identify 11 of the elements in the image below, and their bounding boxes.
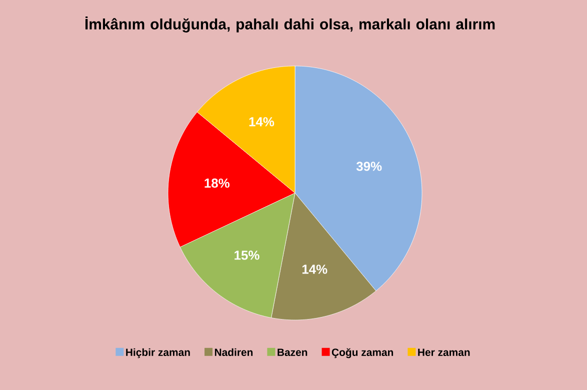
legend-label: Bazen [278, 348, 308, 356]
chart-title: İmkânım olduğunda, pahalı dahi olsa, markalı olanı alırım [85, 16, 495, 32]
legend-label: Hiçbir zaman [126, 348, 190, 358]
data-label: 18% [204, 178, 230, 188]
legend-label: Çoğu zaman [332, 348, 394, 358]
data-label: 14% [302, 264, 328, 274]
legend-label: Nadiren [214, 348, 253, 356]
data-label: 15% [234, 250, 260, 260]
data-label: 14% [249, 117, 274, 126]
legend-label: Her zaman [418, 348, 470, 356]
data-label: 39% [356, 162, 382, 171]
